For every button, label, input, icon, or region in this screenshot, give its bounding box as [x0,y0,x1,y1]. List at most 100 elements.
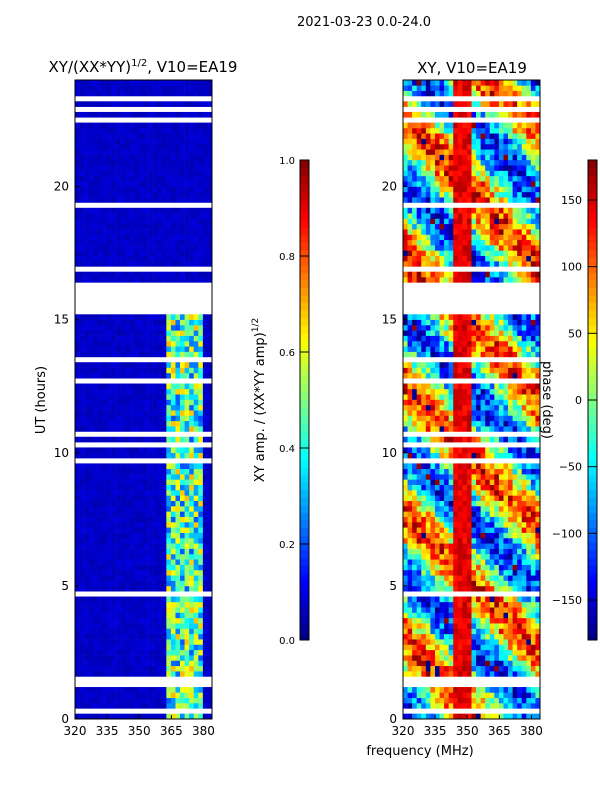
heatmap-cell [407,362,413,368]
heatmap-cell [79,516,85,523]
heatmap-cell [166,404,172,411]
heatmap-cell [508,532,513,539]
heatmap-cell [535,447,541,454]
heatmap-cell [193,149,199,155]
heatmap-cell [166,612,172,619]
heatmap-cell [116,585,121,592]
heatmap-cell [425,415,431,422]
heatmap-cell [207,255,213,262]
heatmap-cell [97,122,103,129]
heatmap-cell [530,484,536,491]
heatmap-cell [84,394,89,400]
heatmap-cell [75,506,80,512]
heatmap-cell [143,250,149,257]
heatmap-cell [535,490,541,496]
heatmap-cell [148,261,153,267]
heatmap-cell [134,516,140,523]
heatmap-cell [476,346,481,352]
heatmap-cell [106,181,112,187]
heatmap-cell [129,372,135,379]
heatmap-cell [403,607,408,613]
heatmap-cell [97,351,103,358]
heatmap-cell [93,207,99,214]
heatmap-cell [93,665,99,672]
heatmap-cell [102,516,108,523]
heatmap-cell [521,420,527,427]
heatmap-cell [526,372,532,379]
heatmap-cell [193,181,199,187]
heatmap-cell [125,490,131,496]
heatmap-cell [79,207,85,214]
heatmap-cell [84,80,89,86]
heatmap-cell [489,665,495,672]
heatmap-cell [106,580,112,587]
heatmap-cell [143,585,149,592]
heatmap-cell [448,452,454,459]
heatmap-cell [471,553,477,560]
heatmap-cell [207,394,213,400]
heatmap-cell [148,239,153,246]
heatmap-cell [88,388,94,395]
heatmap-cell [444,500,449,507]
heatmap-cell [517,399,523,406]
heatmap-cell [403,639,408,645]
heatmap-cell [143,80,149,86]
heatmap-cell [143,516,149,523]
heatmap-cell [138,543,144,549]
heatmap-cell [125,569,131,576]
heatmap-cell [152,111,158,118]
heatmap-cell [189,585,195,592]
heatmap-cell [116,660,121,667]
heatmap-cell [403,628,408,635]
heatmap-cell [193,607,199,613]
heatmap-cell [161,314,167,320]
heatmap-cell [434,521,440,528]
heatmap-cell [430,484,436,491]
heatmap-cell [120,521,126,528]
heatmap-cell [102,500,108,507]
heatmap-cell [416,559,422,565]
heatmap-cell [138,154,144,161]
heatmap-cell [125,239,131,246]
heatmap-cell [175,452,181,459]
heatmap-cell [170,133,176,139]
heatmap-cell [430,655,436,661]
heatmap-cell [138,479,144,486]
heatmap-cell [425,713,431,720]
heatmap-cell [134,447,140,454]
heatmap-cell [97,426,103,432]
heatmap-cell [143,612,149,619]
heatmap-cell [466,420,472,427]
heatmap-cell [412,671,417,677]
heatmap-cell [480,399,486,406]
heatmap-cell [485,655,491,661]
heatmap-cell [207,585,213,592]
heatmap-cell [403,543,408,549]
heatmap-cell [138,703,144,709]
heatmap-cell [444,713,449,720]
heatmap-cell [106,372,112,379]
heatmap-cell [106,612,112,619]
heatmap-cell [517,468,523,475]
heatmap-cell [79,415,85,422]
heatmap-cell [134,90,140,97]
heatmap-cell [75,111,80,118]
heatmap-cell [157,149,163,155]
heatmap-cell [148,154,153,161]
heatmap-cell [97,154,103,161]
heatmap-cell [517,564,523,571]
heatmap-cell [512,399,518,406]
heatmap-cell [512,644,518,651]
heatmap-cell [97,218,103,225]
heatmap-cell [476,532,481,539]
heatmap-cell [489,511,495,517]
heatmap-cell [416,596,422,603]
heatmap-cell [503,713,509,720]
heatmap-cell [434,330,440,336]
heatmap-cell [134,575,140,581]
heatmap-cell [138,447,144,454]
heatmap-cell [412,383,417,390]
heatmap-cell [88,197,94,203]
heatmap-cell [129,649,135,656]
heatmap-cell [125,149,131,155]
